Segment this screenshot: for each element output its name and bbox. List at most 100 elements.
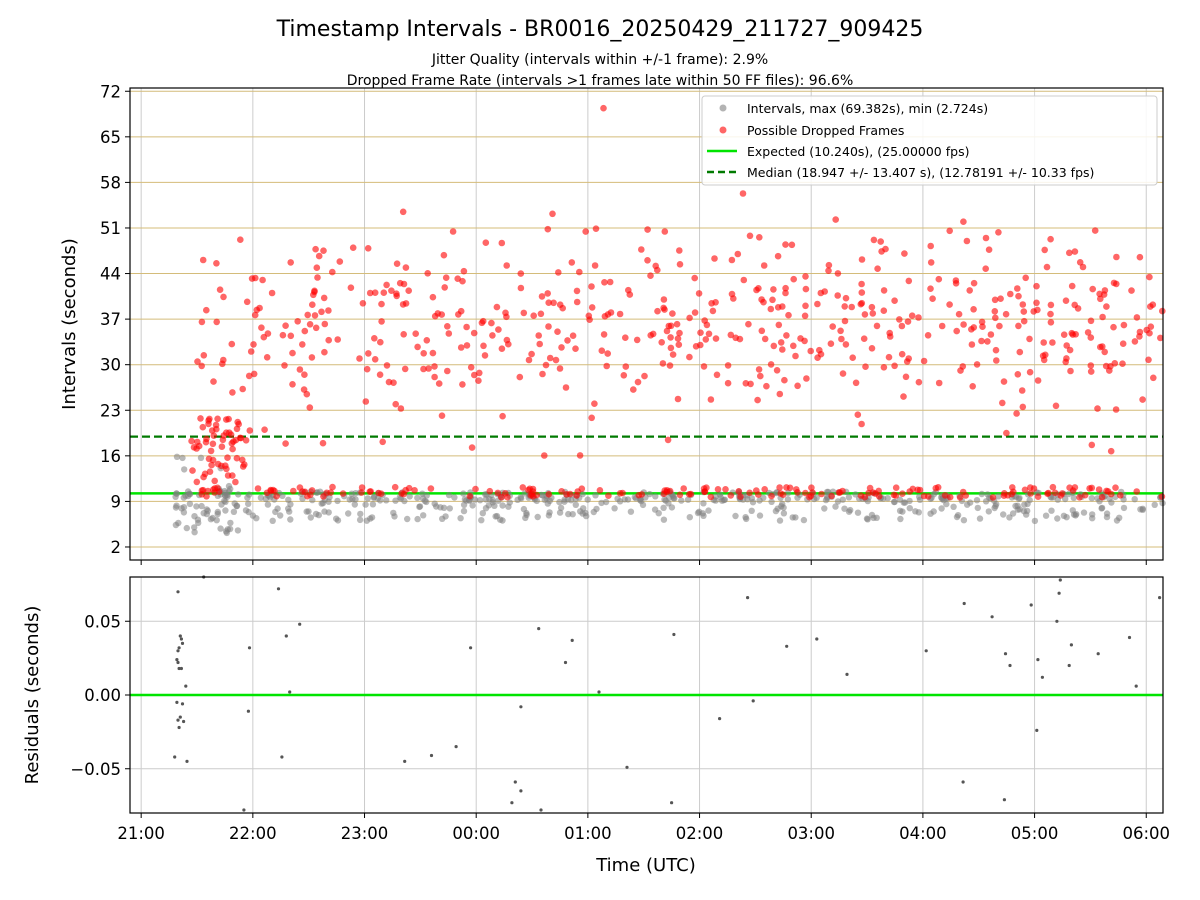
dropped-frame-point bbox=[858, 256, 866, 263]
dropped-frame-point bbox=[414, 343, 421, 351]
dropped-frame-point bbox=[1099, 343, 1106, 350]
dropped-frame-point bbox=[692, 343, 700, 350]
dropped-frame-point bbox=[325, 307, 332, 314]
dropped-frame-point bbox=[424, 270, 432, 277]
dropped-frame-point bbox=[329, 268, 336, 276]
dropped-frame-point bbox=[727, 331, 735, 339]
dropped-frame-point bbox=[429, 349, 437, 357]
dropped-frame-point bbox=[955, 310, 963, 318]
dropped-frame-point bbox=[318, 308, 325, 316]
interval-point bbox=[1151, 501, 1158, 508]
dropped-frame-point bbox=[358, 489, 365, 496]
dropped-frame-point bbox=[1033, 282, 1040, 290]
dropped-frame-point bbox=[1128, 287, 1135, 294]
dropped-frame-point bbox=[874, 265, 881, 273]
dropped-frame-point bbox=[233, 425, 241, 433]
residual-point bbox=[1057, 591, 1061, 595]
dropped-frame-point bbox=[289, 381, 296, 388]
dropped-frame-point bbox=[1086, 485, 1093, 492]
dropped-frame-point bbox=[223, 416, 230, 423]
interval-point bbox=[732, 512, 739, 520]
dropped-frame-point bbox=[1146, 273, 1153, 281]
dropped-frame-point bbox=[1016, 348, 1024, 356]
dropped-frame-point bbox=[802, 302, 809, 310]
dropped-frame-point bbox=[828, 492, 835, 500]
interval-point bbox=[345, 510, 352, 517]
dropped-frame-point bbox=[208, 461, 215, 469]
dropped-frame-point bbox=[495, 326, 502, 333]
dropped-frame-point bbox=[588, 414, 595, 422]
residual-point bbox=[513, 780, 517, 784]
residual-point bbox=[597, 690, 601, 694]
dropped-frame-point bbox=[1133, 314, 1141, 321]
dropped-frame-point bbox=[214, 460, 222, 468]
dropped-frame-point bbox=[995, 229, 1002, 236]
dropped-frame-point bbox=[1058, 490, 1066, 497]
interval-point bbox=[569, 511, 576, 518]
interval-point bbox=[780, 510, 788, 517]
legend-label-expected: Expected (10.240s), (25.00000 fps) bbox=[747, 144, 969, 159]
dropped-frame-point bbox=[1146, 329, 1153, 337]
interval-point bbox=[906, 505, 913, 512]
dropped-frame-point bbox=[714, 486, 722, 493]
interval-point bbox=[222, 507, 229, 514]
dropped-frame-point bbox=[925, 493, 932, 500]
dropped-frame-point bbox=[848, 303, 855, 311]
interval-point bbox=[627, 508, 635, 515]
dropped-frame-point bbox=[1066, 249, 1073, 257]
dropped-frame-point bbox=[273, 492, 280, 500]
dropped-frame-point bbox=[1043, 263, 1051, 271]
dropped-frame-point bbox=[691, 274, 698, 282]
intervals-y-tick-label: 44 bbox=[100, 265, 121, 284]
dropped-frame-point bbox=[1041, 246, 1048, 254]
dropped-frame-point bbox=[1014, 371, 1022, 378]
dropped-frame-point bbox=[600, 104, 607, 112]
dropped-frame-point bbox=[314, 274, 321, 281]
dropped-frame-point bbox=[236, 434, 244, 442]
dropped-frame-point bbox=[880, 287, 888, 294]
interval-point bbox=[684, 496, 692, 503]
dropped-frame-point bbox=[709, 307, 717, 315]
interval-point bbox=[1062, 495, 1069, 503]
dropped-frame-point bbox=[466, 492, 474, 500]
interval-point bbox=[227, 485, 234, 493]
dropped-frame-point bbox=[383, 362, 391, 369]
dropped-frame-point bbox=[429, 293, 437, 301]
dropped-frame-point bbox=[658, 339, 665, 346]
interval-point bbox=[249, 512, 257, 519]
dropped-frame-point bbox=[230, 438, 237, 445]
dropped-frame-point bbox=[1062, 358, 1069, 366]
dropped-frame-point bbox=[1145, 356, 1152, 364]
dropped-frame-point bbox=[801, 337, 808, 345]
dropped-frame-point bbox=[703, 321, 711, 329]
interval-point bbox=[269, 517, 276, 524]
x-tick-label: 02:00 bbox=[676, 824, 724, 843]
x-tick-label: 00:00 bbox=[452, 824, 500, 843]
residual-point bbox=[179, 637, 183, 641]
dropped-frame-point bbox=[705, 330, 713, 338]
dropped-frame-point bbox=[616, 310, 624, 318]
interval-point bbox=[414, 494, 421, 502]
dropped-frame-point bbox=[803, 375, 810, 382]
dropped-frame-point bbox=[392, 400, 400, 408]
interval-point bbox=[621, 496, 628, 503]
dropped-frame-point bbox=[801, 312, 809, 320]
dropped-frame-point bbox=[200, 473, 207, 481]
dropped-frame-point bbox=[703, 484, 710, 492]
dropped-frame-point bbox=[680, 485, 687, 492]
interval-point bbox=[976, 515, 984, 522]
dropped-frame-point bbox=[724, 362, 732, 369]
dropped-frame-point bbox=[440, 251, 448, 259]
dropped-frame-point bbox=[319, 439, 327, 447]
dropped-frame-point bbox=[861, 311, 869, 318]
intervals-y-tick-label: 2 bbox=[111, 538, 122, 557]
dropped-frame-point bbox=[568, 259, 576, 266]
dropped-frame-point bbox=[237, 236, 244, 243]
interval-point bbox=[173, 502, 180, 509]
interval-point bbox=[1080, 509, 1088, 516]
interval-point bbox=[321, 508, 328, 515]
dropped-frame-point bbox=[371, 335, 378, 342]
interval-point bbox=[749, 499, 757, 506]
dropped-frame-point bbox=[794, 382, 801, 390]
interval-point bbox=[821, 505, 828, 512]
